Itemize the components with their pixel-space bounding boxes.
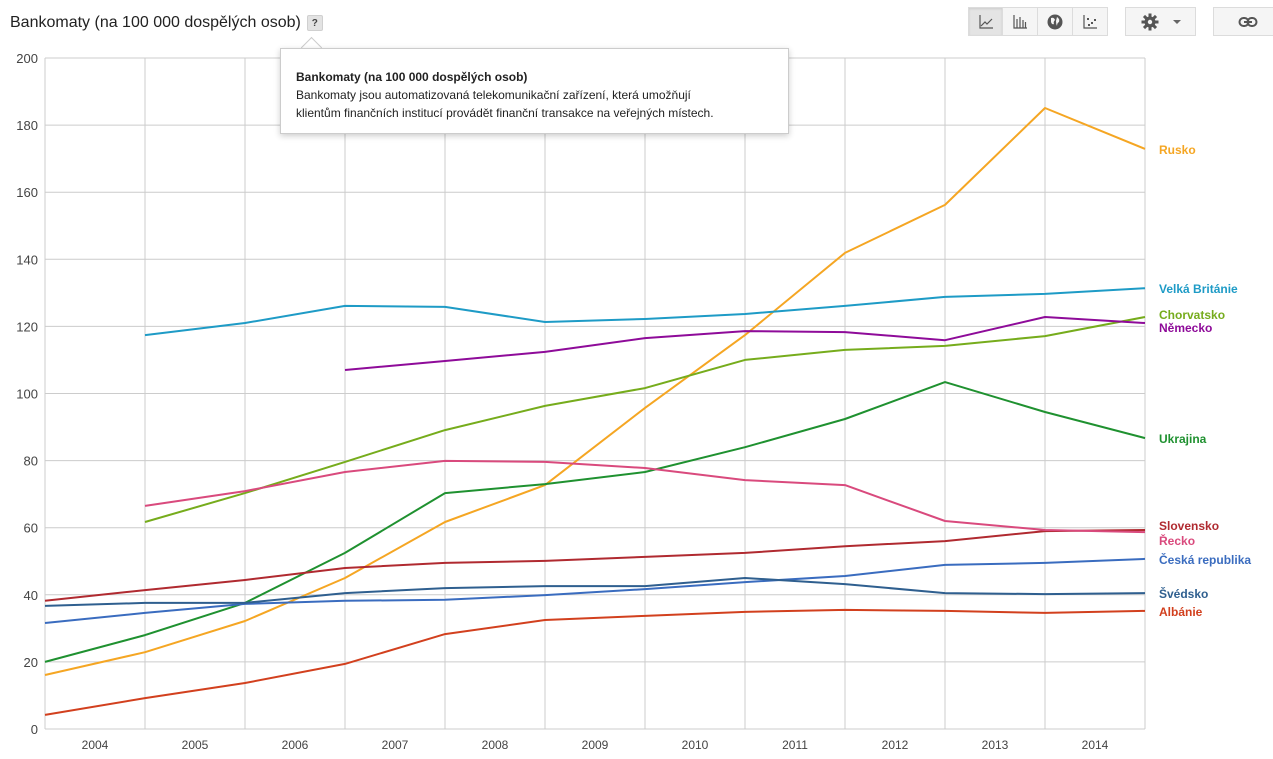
bar-chart-button[interactable] (1003, 7, 1038, 36)
settings-button[interactable] (1125, 7, 1196, 36)
series-line-chorvatsko[interactable] (144, 316, 1146, 523)
x-tick-label: 2008 (482, 738, 509, 752)
line-chart-button[interactable] (968, 7, 1003, 36)
scatter-chart-icon (1083, 14, 1097, 29)
x-tick-label: 2011 (782, 738, 808, 752)
x-tick-label: 2005 (182, 738, 209, 752)
bar-chart-icon (1013, 14, 1027, 29)
link-icon (1238, 16, 1258, 27)
y-tick-label: 20 (24, 655, 38, 670)
y-tick-label: 40 (24, 588, 38, 603)
series-line-albanie[interactable] (44, 608, 1146, 716)
chart-title: Bankomaty (na 100 000 dospělých osob) (10, 14, 301, 31)
series-label-chorvatsko[interactable]: Chorvatsko (1159, 308, 1225, 322)
x-tick-label: 2004 (82, 738, 109, 752)
series-label-slovensko[interactable]: Slovensko (1159, 519, 1219, 533)
y-tick-label: 100 (16, 387, 38, 402)
y-tick-label: 180 (16, 118, 38, 133)
x-tick-label: 2013 (982, 738, 1009, 752)
x-tick-label: 2007 (382, 738, 409, 752)
series-label-ukrajina[interactable]: Ukrajina (1159, 432, 1207, 446)
x-tick-label: 2006 (282, 738, 309, 752)
series-label-nemecko[interactable]: Německo (1159, 321, 1212, 335)
series-label-recko[interactable]: Řecko (1159, 533, 1195, 548)
y-axis-ticks: 0 20 40 60 80 100 120 140 160 180 200 (16, 51, 38, 737)
help-tooltip: Bankomaty (na 100 000 dospělých osob) Ba… (280, 48, 789, 134)
series-label-velka-britanie[interactable]: Velká Británie (1159, 282, 1238, 296)
share-link-button[interactable] (1213, 7, 1273, 36)
series-line-slovensko[interactable] (44, 529, 1146, 602)
y-tick-label: 80 (24, 454, 38, 469)
series-label-svedsko[interactable]: Švédsko (1159, 586, 1208, 601)
gear-icon (1141, 13, 1158, 30)
y-tick-label: 140 (16, 252, 38, 267)
chart-grid (44, 57, 1146, 730)
y-tick-label: 60 (24, 521, 38, 536)
x-axis-ticks: 2004 2005 2006 2007 2008 2009 2010 2011 2012 2013… (82, 738, 1109, 752)
series-line-velka-britanie[interactable] (144, 287, 1146, 337)
y-tick-label: 0 (31, 722, 38, 737)
line-chart-icon (978, 14, 993, 29)
chevron-down-icon (1172, 19, 1181, 24)
y-tick-label: 160 (16, 185, 38, 200)
series-line-recko[interactable] (144, 459, 1146, 534)
tooltip-title: Bankomaty (na 100 000 dospělých osob) (296, 70, 528, 84)
x-tick-label: 2012 (882, 738, 909, 752)
series-label-albanie[interactable]: Albánie (1159, 605, 1203, 619)
x-tick-label: 2009 (582, 738, 609, 752)
y-tick-label: 200 (16, 51, 38, 66)
scatter-chart-button[interactable] (1073, 7, 1108, 36)
x-tick-label: 2014 (1082, 738, 1109, 752)
map-button[interactable] (1038, 7, 1073, 36)
tooltip-text-line-1: Bankomaty jsou automatizovaná telekomuni… (296, 88, 691, 102)
y-tick-label: 120 (16, 319, 38, 334)
series-line-ukrajina[interactable] (44, 381, 1146, 663)
series-line-ceska-republika[interactable] (44, 557, 1146, 624)
series-line-nemecko[interactable] (344, 316, 1146, 371)
series-line-svedsko[interactable] (44, 577, 1146, 607)
globe-icon (1047, 14, 1063, 29)
series-line-rusko[interactable] (44, 107, 1146, 676)
series-lines (44, 107, 1146, 716)
tooltip-text-line-2: klientům finančních institucí provádět f… (296, 106, 714, 120)
chart-type-toolbar (968, 7, 1108, 36)
x-tick-label: 2010 (682, 738, 709, 752)
chart-header: Bankomaty (na 100 000 dospělých osob) ? (10, 14, 323, 32)
help-button[interactable]: ? (306, 15, 323, 31)
series-label-ceska-republika[interactable]: Česká republika (1159, 552, 1251, 567)
series-label-rusko[interactable]: Rusko (1159, 143, 1196, 157)
